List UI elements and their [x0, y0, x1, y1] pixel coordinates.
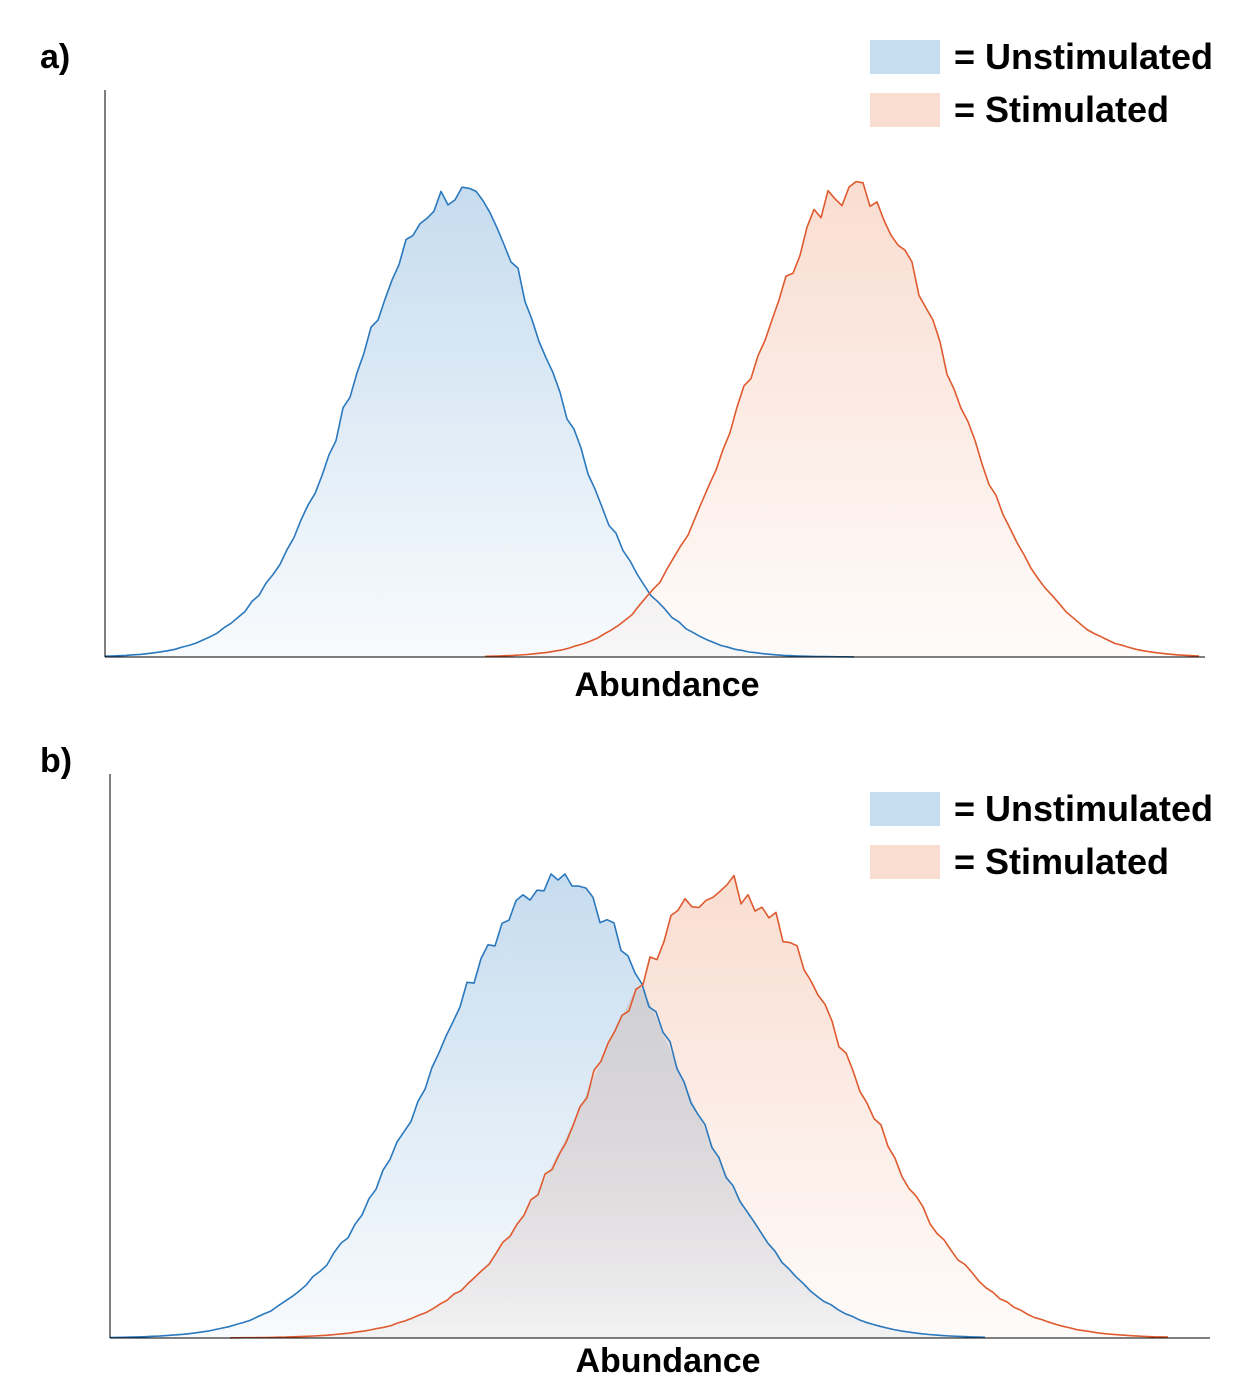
chart-panel-b: b) = Unstimulated = Stimulated Abundance — [0, 712, 1260, 1396]
area-overlap — [230, 987, 990, 1338]
legend-swatch-unstimulated — [870, 792, 940, 826]
legend-swatch-unstimulated — [870, 40, 940, 74]
chart-panel-a: a) = Unstimulated = Stimulated Abundance — [40, 36, 1214, 704]
legend-swatch-stimulated — [870, 845, 940, 879]
series-line-unstimulated — [104, 186, 855, 658]
legend-label-unstimulated: = Unstimulated — [954, 788, 1214, 829]
legend-label-stimulated: = Stimulated — [954, 89, 1170, 130]
panel-label: b) — [40, 742, 73, 780]
panel-label: a) — [40, 38, 71, 76]
series-line-stimulated — [484, 180, 1200, 658]
legend-label-unstimulated: = Unstimulated — [954, 36, 1214, 77]
x-axis-label: Abundance — [574, 666, 760, 704]
x-axis-label: Abundance — [575, 1342, 761, 1380]
chart-plot-a — [104, 90, 1205, 658]
area-unstimulated — [110, 874, 985, 1338]
area-unstimulated — [105, 187, 854, 657]
series-line-stimulated — [230, 874, 1169, 1339]
series-line-unstimulated — [109, 873, 986, 1339]
area-stimulated — [485, 181, 1199, 657]
area-stimulated — [230, 875, 1168, 1338]
legend-label-stimulated: = Stimulated — [954, 841, 1170, 882]
chart-plot-b — [109, 774, 1210, 1339]
legend-swatch-stimulated — [870, 93, 940, 127]
